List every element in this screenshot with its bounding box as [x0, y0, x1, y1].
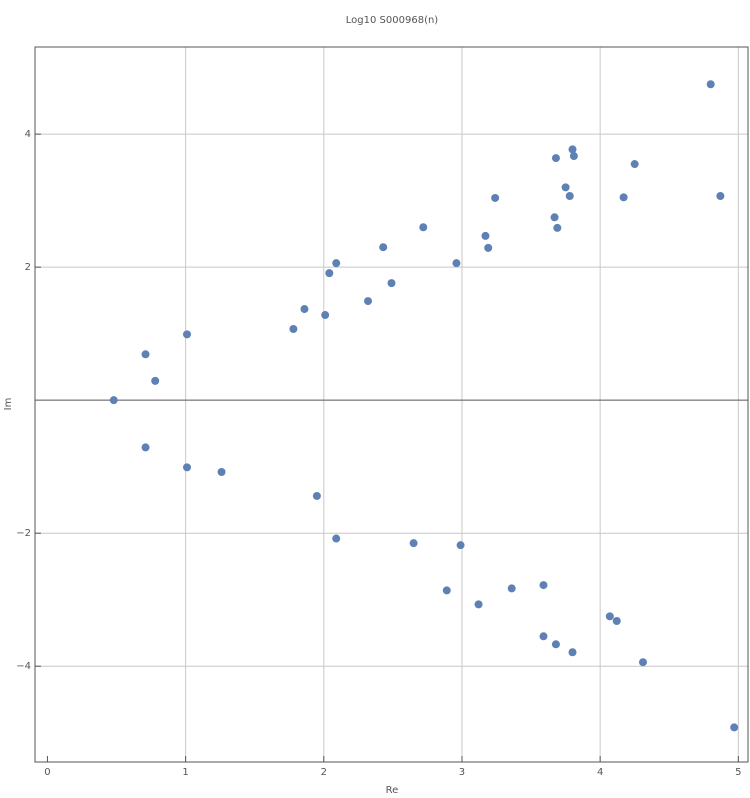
point	[481, 231, 490, 240]
point	[539, 581, 548, 590]
point	[561, 183, 570, 192]
point	[332, 534, 341, 543]
x-tick-label: 2	[321, 767, 327, 778]
point	[387, 279, 396, 288]
point	[550, 213, 559, 222]
point	[109, 396, 118, 405]
point	[289, 325, 298, 334]
point	[569, 152, 578, 161]
x-tick-label: 5	[735, 767, 741, 778]
y-tick-label: 4	[25, 129, 31, 140]
x-tick-label: 4	[597, 767, 603, 778]
point	[568, 145, 577, 154]
point	[605, 612, 614, 621]
point	[619, 193, 628, 202]
y-tick-label: −4	[16, 661, 31, 672]
point	[182, 330, 191, 339]
point	[551, 154, 560, 163]
chart-title: Log10 S000968(n)	[346, 15, 439, 26]
y-tick-label: 2	[25, 262, 31, 273]
point	[419, 223, 428, 232]
point	[553, 223, 562, 232]
point	[325, 269, 334, 278]
point	[409, 539, 418, 548]
x-tick-label: 0	[44, 767, 50, 778]
point	[151, 376, 160, 385]
point	[565, 191, 574, 200]
point	[442, 586, 451, 595]
point	[716, 191, 725, 200]
point	[217, 468, 226, 477]
x-tick-label: 3	[459, 767, 465, 778]
point	[491, 193, 500, 202]
point	[300, 305, 309, 314]
point	[141, 350, 150, 359]
point	[321, 311, 330, 320]
point	[474, 600, 483, 609]
y-tick-label: −2	[16, 528, 31, 539]
point	[507, 584, 516, 593]
point	[630, 160, 639, 169]
point	[452, 259, 461, 268]
y-axis-label: Im	[3, 398, 14, 411]
x-tick-label: 1	[182, 767, 188, 778]
point	[484, 243, 493, 252]
point	[638, 658, 647, 667]
point	[706, 80, 715, 89]
point	[612, 616, 621, 625]
point	[730, 723, 739, 732]
point	[182, 463, 191, 472]
point	[379, 243, 388, 252]
plot-frame	[34, 46, 749, 763]
point	[141, 443, 150, 452]
x-axis-label: Re	[386, 785, 399, 796]
point	[539, 632, 548, 641]
point	[551, 640, 560, 649]
point	[364, 297, 373, 306]
point	[568, 648, 577, 657]
point	[312, 491, 321, 500]
point	[456, 541, 465, 550]
point	[332, 259, 341, 268]
